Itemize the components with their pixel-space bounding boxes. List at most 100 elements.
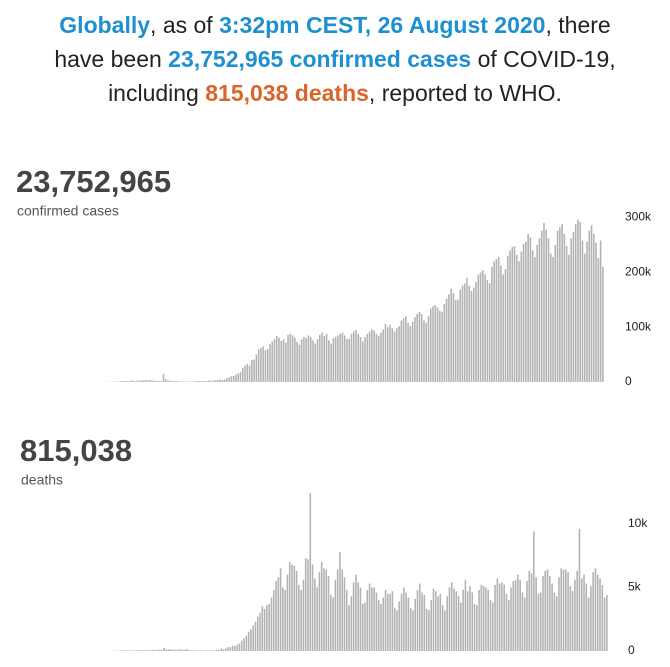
bar xyxy=(502,274,505,382)
bar xyxy=(253,359,255,382)
bar xyxy=(565,246,568,382)
bar xyxy=(260,348,262,382)
bar xyxy=(425,609,428,651)
bar xyxy=(576,570,578,651)
bar xyxy=(596,574,599,651)
bar xyxy=(124,650,127,651)
bar xyxy=(167,380,169,382)
bar xyxy=(122,650,124,651)
bar xyxy=(146,380,149,382)
bar xyxy=(328,340,330,382)
bar xyxy=(437,596,439,651)
bar xyxy=(487,589,490,651)
bar xyxy=(285,342,287,382)
bar xyxy=(307,335,310,382)
bar xyxy=(334,337,337,382)
bar xyxy=(264,350,267,382)
bar xyxy=(314,343,317,382)
bar xyxy=(162,373,165,382)
bar xyxy=(382,329,384,382)
bar xyxy=(350,596,353,651)
bar xyxy=(348,605,350,651)
bar xyxy=(298,584,300,651)
bar xyxy=(585,583,588,651)
bar xyxy=(595,242,597,382)
bar xyxy=(209,650,211,651)
bar xyxy=(409,607,412,651)
bar xyxy=(158,649,161,651)
bar xyxy=(120,650,122,651)
bar xyxy=(246,363,249,382)
bar xyxy=(352,331,355,382)
bar xyxy=(400,320,403,382)
bar xyxy=(294,337,296,382)
bar xyxy=(208,380,210,382)
bar xyxy=(206,650,209,651)
bar xyxy=(145,650,147,651)
bar xyxy=(352,582,355,651)
bar xyxy=(355,574,357,651)
bar xyxy=(230,376,233,382)
bar xyxy=(427,316,430,382)
bar xyxy=(183,649,186,651)
bar xyxy=(325,569,328,651)
bar xyxy=(343,577,346,651)
chart-subtitle: deaths xyxy=(21,472,63,488)
bar xyxy=(592,572,594,651)
bar xyxy=(171,380,174,382)
bar xyxy=(391,328,394,382)
bar xyxy=(348,338,351,382)
bar xyxy=(149,649,152,651)
bar xyxy=(158,380,160,382)
bar xyxy=(405,316,407,382)
bar xyxy=(564,569,567,651)
bar xyxy=(549,575,551,651)
headline-part: 815,038 deaths xyxy=(205,80,369,106)
bar xyxy=(480,584,483,651)
bar xyxy=(288,561,291,651)
bar xyxy=(161,649,163,651)
bar xyxy=(222,649,225,651)
bar xyxy=(552,256,554,382)
bar xyxy=(559,227,561,382)
bar xyxy=(545,229,548,382)
bar xyxy=(181,649,184,651)
bar xyxy=(221,379,224,382)
bar xyxy=(245,635,248,651)
bar xyxy=(551,583,553,651)
bar xyxy=(343,335,346,382)
bar xyxy=(491,266,493,382)
bar xyxy=(309,337,312,382)
bar xyxy=(539,592,542,651)
bar xyxy=(346,339,348,382)
bar xyxy=(320,561,323,651)
bar xyxy=(293,565,296,651)
bar xyxy=(355,329,357,382)
bar xyxy=(384,323,387,382)
bar xyxy=(243,638,245,651)
bar xyxy=(554,244,557,382)
bar xyxy=(186,649,188,651)
bar xyxy=(177,649,179,651)
bar xyxy=(371,587,373,651)
bar xyxy=(529,237,532,382)
bar xyxy=(377,600,380,651)
bar xyxy=(296,341,298,382)
bar xyxy=(523,597,526,651)
bar xyxy=(507,600,510,651)
bar xyxy=(332,338,335,382)
bar xyxy=(341,332,344,382)
bar xyxy=(588,230,591,382)
bar xyxy=(235,374,237,382)
bar xyxy=(476,605,478,651)
bar xyxy=(329,595,332,651)
bar xyxy=(284,589,286,651)
bar xyxy=(391,591,394,651)
bar xyxy=(366,589,369,651)
bar xyxy=(165,649,168,651)
bar xyxy=(303,337,305,382)
bar xyxy=(131,380,133,382)
bar xyxy=(396,610,398,651)
bar xyxy=(574,579,576,651)
bar xyxy=(212,380,215,382)
